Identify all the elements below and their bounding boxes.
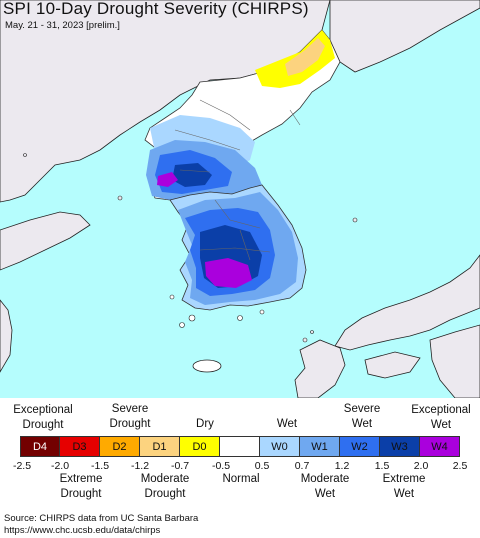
legend-tick: -1.5 (90, 460, 110, 472)
legend-color-bar: D4 D3 D2 D1 D0 W0 W1 W2 W3 W4 (20, 436, 460, 457)
china-south-coast (0, 299, 13, 373)
source-url: https://www.chc.ucsb.edu/data/chirps (4, 525, 161, 536)
legend-tick: -2.5 (12, 460, 32, 472)
legend-box-d1: D1 (140, 436, 180, 457)
island-2 (179, 322, 185, 328)
island-8 (23, 153, 27, 157)
island-3 (169, 294, 175, 300)
island-6 (352, 217, 358, 223)
legend-tick: 1.2 (334, 460, 350, 472)
legend-box-w1: W1 (300, 436, 340, 457)
legend-box-d0: D0 (180, 436, 220, 457)
legend-box-w4: W4 (420, 436, 460, 457)
japan-islet-2 (310, 330, 314, 334)
legend-box-w0: W0 (260, 436, 300, 457)
source-line: Source: CHIRPS data from UC Santa Barbar… (4, 513, 199, 524)
jeju-island (192, 359, 222, 373)
wet-w4-north (157, 172, 178, 187)
wet-w4-south (205, 258, 252, 288)
legend-label-normal: Normal (222, 473, 260, 485)
legend-tick: -0.5 (211, 460, 231, 472)
japan-kyushu (294, 339, 346, 398)
legend-label-exceptional-drought: Exceptional Drought (13, 404, 73, 431)
map-title: SPI 10-Day Drought Severity (CHIRPS) (3, 0, 309, 18)
island-5 (259, 309, 265, 315)
legend-box-w2: W2 (340, 436, 380, 457)
legend-box-d3: D3 (60, 436, 100, 457)
map-svg (0, 0, 480, 398)
legend-tick: -2.0 (50, 460, 70, 472)
wet-w3-north (172, 163, 212, 187)
admin-boundaries (174, 99, 301, 261)
island-4 (237, 315, 243, 321)
legend-label-extreme-wet: Extreme Wet (382, 473, 426, 500)
legend-box-w3: W3 (380, 436, 420, 457)
legend-tick: 2.0 (413, 460, 429, 472)
island-7 (117, 195, 123, 201)
legend-box-d4: D4 (20, 436, 60, 457)
shandong-peninsula (0, 211, 91, 271)
legend-label-moderate-drought: Moderate Drought (140, 473, 190, 500)
map-subtitle: May. 21 - 31, 2023 [prelim.] (5, 20, 120, 31)
legend-label-severe-drought: Severe Drought (109, 403, 151, 430)
legend-label-extreme-drought: Extreme Drought (59, 473, 103, 500)
legend-tick: 0.7 (294, 460, 310, 472)
japan-islet-1 (302, 337, 308, 343)
legend-tick: 2.5 (452, 460, 468, 472)
island-1 (188, 314, 196, 322)
legend-box-normal (220, 436, 260, 457)
legend-box-d2: D2 (100, 436, 140, 457)
legend-label-severe-wet: Severe Wet (343, 403, 381, 430)
japan-east (429, 324, 480, 398)
drought-map (0, 0, 480, 398)
dry-patch-northeast-core (285, 38, 325, 76)
legend-label-wet: Wet (276, 418, 298, 430)
legend-label-exceptional-wet: Exceptional Wet (411, 404, 471, 431)
japan-shikoku (364, 351, 421, 379)
legend-tick: 0.5 (254, 460, 270, 472)
legend-label-moderate-wet: Moderate Wet (300, 473, 350, 500)
legend-label-dry: Dry (196, 418, 214, 430)
legend-tick: 1.5 (374, 460, 390, 472)
legend-tick: -0.7 (170, 460, 190, 472)
legend-tick: -1.2 (130, 460, 150, 472)
